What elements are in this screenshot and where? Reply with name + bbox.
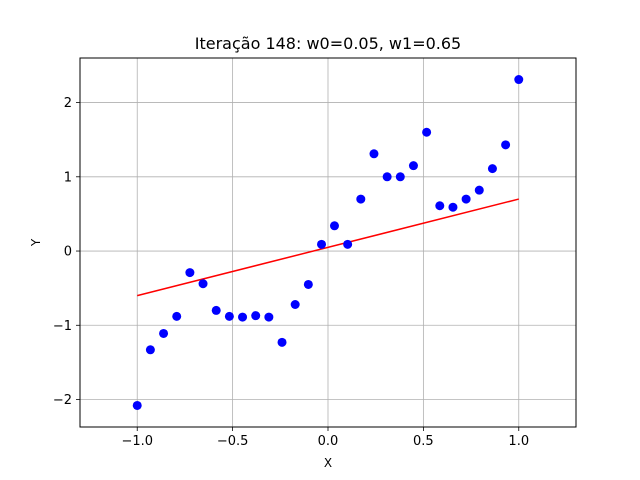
data-point xyxy=(172,311,182,321)
data-point xyxy=(198,279,208,289)
data-point xyxy=(185,268,195,278)
data-point xyxy=(224,311,234,321)
data-point xyxy=(343,239,353,249)
grid xyxy=(80,58,576,427)
x-tick-label: 1.0 xyxy=(508,434,529,449)
data-point xyxy=(132,400,142,410)
data-point xyxy=(461,194,471,204)
data-point xyxy=(382,172,392,182)
data-point xyxy=(435,201,445,211)
x-axis-label: X xyxy=(324,456,332,470)
axis-ticks: −1.0 −0.5 0.0 0.5 1.0 −2 −1 0 1 2 xyxy=(53,96,529,449)
data-point xyxy=(369,149,379,159)
x-tick-label: −1.0 xyxy=(121,434,153,449)
y-tick-label: −2 xyxy=(53,393,72,408)
data-point xyxy=(448,202,458,212)
data-point xyxy=(303,279,313,289)
data-point xyxy=(238,312,248,322)
chart-title: Iteração 148: w0=0.05, w1=0.65 xyxy=(195,34,461,53)
data-point xyxy=(514,75,524,85)
data-point xyxy=(487,164,497,174)
data-point xyxy=(422,127,432,137)
x-tick-label: 0.0 xyxy=(318,434,339,449)
data-point xyxy=(145,345,155,355)
data-point xyxy=(159,328,169,338)
data-point xyxy=(501,140,511,150)
y-tick-label: −1 xyxy=(53,319,72,334)
data-point xyxy=(408,161,418,171)
fit-line xyxy=(137,198,519,297)
data-point xyxy=(356,194,366,204)
data-point xyxy=(264,312,274,322)
fit-line-layer xyxy=(137,198,519,297)
data-point xyxy=(251,311,261,321)
y-tick-label: 2 xyxy=(64,96,72,111)
data-point xyxy=(395,172,405,182)
data-point xyxy=(290,299,300,309)
y-axis-label: Y xyxy=(29,238,43,247)
data-point xyxy=(329,221,339,231)
data-point xyxy=(277,337,287,347)
x-tick-label: 0.5 xyxy=(413,434,434,449)
data-point xyxy=(211,305,221,315)
scatter-points xyxy=(132,75,524,410)
y-tick-label: 1 xyxy=(64,170,72,185)
y-tick-label: 0 xyxy=(64,245,72,260)
x-tick-label: −0.5 xyxy=(217,434,249,449)
data-point xyxy=(474,185,484,195)
data-point xyxy=(317,239,327,249)
